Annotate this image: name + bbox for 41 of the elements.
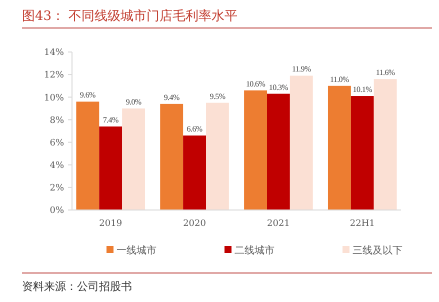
data-label: 6.6% (186, 124, 203, 134)
x-tick-label: 2021 (267, 219, 290, 229)
data-label: 9.5% (210, 92, 226, 101)
data-label: 11.6% (376, 68, 396, 78)
x-tick-label: 2019 (99, 219, 122, 229)
y-tick-label: 10% (44, 93, 64, 104)
y-tick-label: 0% (50, 206, 64, 216)
y-tick-label: 4% (50, 161, 64, 172)
data-label: 10.1% (352, 85, 373, 94)
bar (350, 96, 374, 210)
data-label: 9.6% (80, 90, 96, 100)
bar (266, 94, 290, 210)
y-tick-label: 8% (50, 116, 64, 126)
bar (183, 136, 206, 210)
bar (122, 108, 146, 210)
data-label: 9.4% (164, 92, 180, 102)
data-label: 10.3% (268, 82, 289, 92)
data-label: 11.9% (292, 64, 312, 74)
text: 资料来源：公司招股书 (22, 280, 132, 293)
bar (99, 126, 122, 210)
x-tick-label: 22H1 (350, 219, 375, 229)
bar (290, 76, 313, 210)
bar (328, 86, 351, 210)
y-tick-label: 14% (44, 48, 64, 58)
y-tick-label: 12% (44, 70, 64, 81)
legend-label: 三线及以下 (352, 244, 402, 256)
bar (76, 102, 100, 210)
legend-label: 一线城市 (116, 244, 156, 256)
bar (160, 104, 184, 210)
data-label: 11.0% (330, 74, 350, 84)
legend-label: 二线城市 (234, 244, 274, 256)
data-label: 10.6% (246, 79, 266, 88)
y-tick-label: 6% (50, 138, 64, 148)
bar (374, 79, 397, 210)
data-label: 9.0% (126, 97, 142, 106)
x-tick-label: 2020 (183, 219, 206, 229)
bar (244, 90, 267, 210)
bar (206, 102, 229, 210)
data-label: 7.4% (102, 115, 119, 124)
y-tick-label: 2% (50, 184, 64, 194)
chart-title: 图43： 不同线级城市门店毛利率水平 (22, 8, 238, 24)
